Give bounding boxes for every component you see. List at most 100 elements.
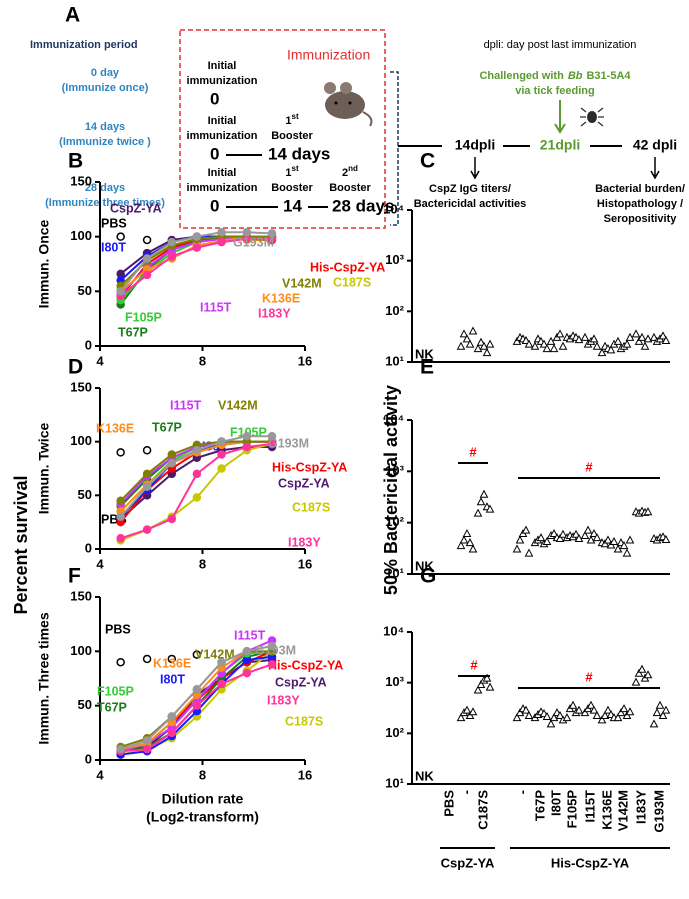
triangle-point <box>542 536 552 546</box>
challenge-italic: Bb <box>568 70 583 82</box>
point <box>167 450 177 459</box>
challenge-post: B31-5A4 <box>586 70 631 82</box>
challenge-pre: Challenged with <box>479 70 564 82</box>
series-label: His-CspZ-YA <box>268 658 343 672</box>
point <box>192 232 202 241</box>
series-label: F105P <box>97 684 134 698</box>
triangle-point <box>574 533 584 543</box>
triangle-point <box>468 544 478 553</box>
triangle-point <box>521 705 531 714</box>
triangle-point <box>631 677 641 686</box>
triangle-point <box>634 668 644 677</box>
x-tick-label: 16 <box>298 767 312 782</box>
y-tick-label: 10¹ <box>385 775 404 790</box>
y-tick-label: 10¹ <box>385 353 404 368</box>
y-tick-label: 10³ <box>385 463 404 478</box>
triangle-point <box>606 345 616 354</box>
y-tick-label: 150 <box>70 173 92 188</box>
category-label: I183Y <box>633 790 648 824</box>
x-tick-label: 16 <box>298 556 312 571</box>
triangle-point <box>603 705 613 714</box>
triangle-point <box>465 339 475 348</box>
triangle-point <box>586 700 596 709</box>
point <box>267 660 277 669</box>
y-tick-label: 50 <box>78 697 92 712</box>
series-label: C187S <box>285 714 323 728</box>
point <box>217 237 226 247</box>
y-axis-label: Immun. Three times <box>36 612 52 744</box>
point <box>267 229 277 238</box>
point <box>142 469 152 479</box>
point <box>167 654 177 664</box>
series-label: G193M <box>255 643 296 657</box>
row-time: 28 days <box>332 196 394 215</box>
point <box>142 736 152 745</box>
triangle-point <box>482 673 492 682</box>
triangle-point <box>476 497 486 506</box>
series-label: I115T <box>234 628 266 642</box>
period-note: (Immunize twice ) <box>59 136 151 148</box>
annotation: # <box>470 657 478 672</box>
triangle-point <box>661 335 671 344</box>
triangle-point <box>597 348 607 357</box>
row-time: 0 <box>210 144 219 163</box>
timeline-point: 14dpli <box>455 137 495 153</box>
point <box>192 446 202 455</box>
series-label: I115T <box>170 398 202 412</box>
row-text: Booster <box>271 130 313 142</box>
readout: CspZ IgG titers/ <box>429 183 511 195</box>
triangle-point <box>456 341 466 350</box>
point <box>217 437 226 446</box>
point <box>142 525 152 534</box>
row-text: 2nd <box>342 164 358 179</box>
triangle-point <box>549 529 559 538</box>
point <box>142 270 152 280</box>
series-label: F105P <box>125 310 162 324</box>
triangle-point <box>521 335 531 344</box>
triangle-point <box>634 336 644 345</box>
category-label: I115T <box>582 790 597 823</box>
series-label: I80T <box>160 672 185 686</box>
point <box>242 228 252 237</box>
panel-letter: C <box>420 150 435 173</box>
triangle-point <box>524 548 534 557</box>
point <box>116 448 125 457</box>
period-label: 28 days <box>85 182 125 194</box>
triangle-point <box>542 711 552 721</box>
y-tick-label: 10² <box>385 514 404 529</box>
category-label: G193M <box>651 790 666 833</box>
point <box>116 496 125 505</box>
series-label: PBS <box>101 216 127 230</box>
triangle-point <box>661 705 671 714</box>
series-label: CspZ-YA <box>275 675 327 689</box>
y-tick-label: 10² <box>385 303 404 318</box>
readout: Bacterial burden/ <box>595 183 685 195</box>
panel-letter: F <box>68 565 81 588</box>
series-label: G193M <box>233 235 274 249</box>
triangle-point <box>530 341 540 350</box>
series-label: V142M <box>195 647 235 661</box>
challenge-text: via tick feeding <box>515 85 594 97</box>
triangle-point <box>625 332 635 341</box>
point <box>116 512 125 522</box>
category-label: C187S <box>475 790 490 830</box>
group-label: His-CspZ-YA <box>551 855 630 870</box>
y-tick-label: 150 <box>70 379 92 394</box>
row-time: 0 <box>210 89 219 108</box>
series-label: C187S <box>292 500 330 514</box>
y-axis-label: Immun. Once <box>36 219 52 308</box>
triangle-point <box>512 336 522 345</box>
triangle-point <box>459 329 469 338</box>
y-tick-label: 10³ <box>385 674 404 689</box>
dpli-note: dpli: day post last immunization <box>484 39 637 51</box>
triangle-point <box>652 708 662 717</box>
point <box>116 744 125 754</box>
triangle-point <box>609 536 619 546</box>
y-tick-label: 10¹ <box>385 565 404 580</box>
triangle-point <box>549 344 559 353</box>
category-label: K136E <box>599 790 614 830</box>
triangle-point <box>558 529 568 538</box>
booster-num: 1 <box>285 115 291 127</box>
triangle-point <box>613 713 623 722</box>
point <box>192 493 202 502</box>
